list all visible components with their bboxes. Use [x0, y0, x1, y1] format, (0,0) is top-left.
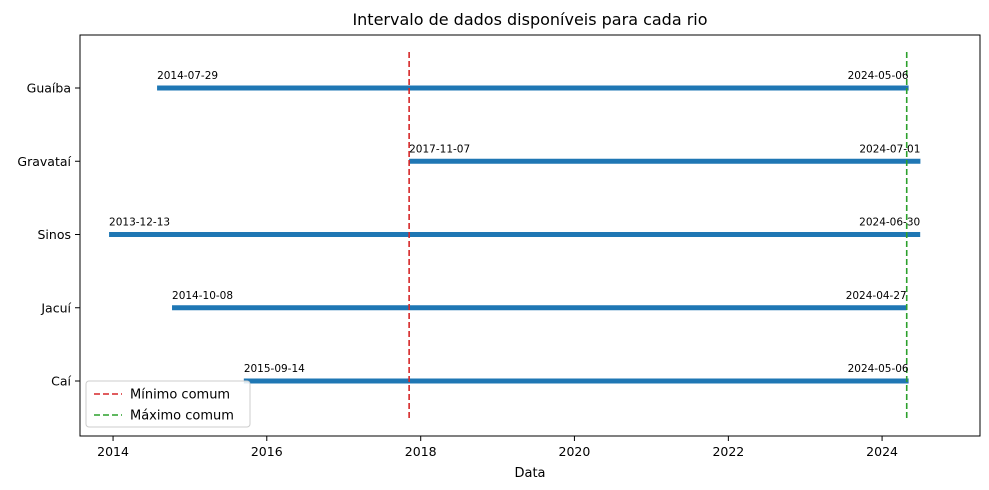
end-date-label: 2024-05-06 [848, 363, 909, 375]
legend-box [85, 380, 251, 428]
x-tick-label: 2016 [251, 444, 283, 459]
start-date-label: 2014-10-08 [172, 290, 233, 302]
y-tick-label: Sinos [38, 227, 72, 242]
y-tick-label: Gravataí [17, 154, 71, 169]
y-tick-label: Caí [51, 374, 71, 389]
legend: Mínimo comum Máximo comum [85, 380, 251, 428]
x-tick-label: 2024 [866, 444, 898, 459]
chart-title: Intervalo de dados disponíveis para cada… [352, 10, 707, 29]
y-tick-label: Jacuí [40, 300, 71, 315]
x-tick-label: 2014 [97, 444, 129, 459]
start-date-label: 2014-07-29 [157, 70, 218, 82]
start-date-label: 2015-09-14 [244, 363, 305, 375]
plot-frame [79, 34, 981, 437]
x-tick-label: 2018 [405, 444, 437, 459]
end-date-label: 2024-05-06 [848, 70, 909, 82]
x-axis-label: Data [514, 466, 545, 481]
legend-label: Mínimo comum [130, 388, 230, 403]
end-date-label: 2024-04-27 [846, 290, 907, 302]
x-tick-label: 2020 [559, 444, 591, 459]
y-tick-label: Guaíba [27, 81, 71, 96]
x-tick-label: 2022 [712, 444, 744, 459]
end-date-label: 2024-06-30 [859, 217, 920, 229]
end-date-label: 2024-07-01 [859, 143, 920, 155]
reference-lines [408, 52, 908, 419]
legend-label: Máximo comum [130, 409, 234, 424]
start-date-label: 2017-11-07 [409, 143, 470, 155]
start-date-label: 2013-12-13 [109, 217, 170, 229]
date-annotations: 2015-09-14 2024-05-06 2014-10-08 2024-04-27… [109, 70, 920, 375]
y-axis-ticks: Caí Jacuí Sinos Gravataí Guaíba [17, 81, 80, 389]
range-bars [109, 85, 921, 384]
x-axis-ticks: 2014 2016 2018 2020 2022 2024 [97, 436, 898, 459]
